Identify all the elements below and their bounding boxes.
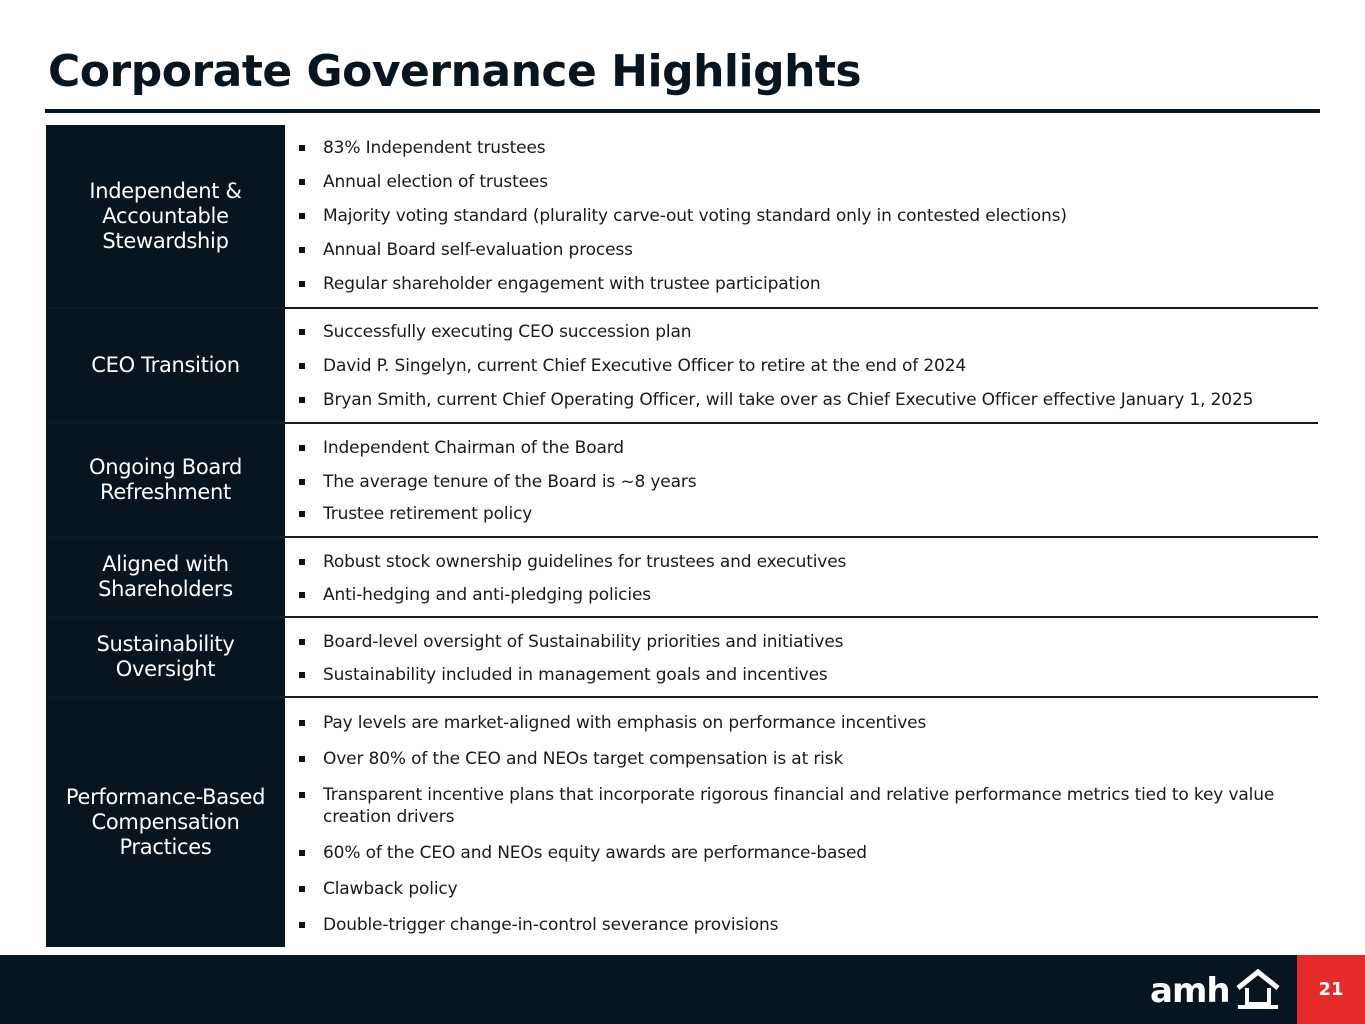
logo-text: amh bbox=[1150, 971, 1231, 1011]
section-items: Pay levels are market-aligned with empha… bbox=[285, 698, 1318, 947]
list-item: Annual Board self-evaluation process bbox=[299, 239, 1318, 261]
section-items: Successfully executing CEO succession pl… bbox=[285, 309, 1318, 422]
section-category: Independent & Accountable Stewardship bbox=[46, 125, 285, 307]
section-items: Board-level oversight of Sustainability … bbox=[285, 618, 1318, 696]
footer-bar bbox=[0, 955, 1365, 1024]
section-row: Performance-Based Compensation Practices… bbox=[46, 698, 1318, 947]
list-item: David P. Singelyn, current Chief Executi… bbox=[299, 355, 1318, 377]
section-row: CEO Transition Successfully executing CE… bbox=[46, 309, 1318, 424]
list-item: Trustee retirement policy bbox=[299, 503, 1318, 525]
section-category: CEO Transition bbox=[46, 309, 285, 422]
list-item: 83% Independent trustees bbox=[299, 137, 1318, 159]
governance-table: Independent & Accountable Stewardship 83… bbox=[46, 125, 1318, 947]
list-item: Annual election of trustees bbox=[299, 171, 1318, 193]
list-item: 60% of the CEO and NEOs equity awards ar… bbox=[299, 842, 1318, 864]
list-item: Independent Chairman of the Board bbox=[299, 437, 1318, 459]
section-row: Aligned with Shareholders Robust stock o… bbox=[46, 538, 1318, 618]
section-items: Independent Chairman of the Board The av… bbox=[285, 424, 1318, 536]
list-item: Sustainability included in management go… bbox=[299, 664, 1318, 686]
list-item: Pay levels are market-aligned with empha… bbox=[299, 712, 1318, 734]
list-item: Transparent incentive plans that incorpo… bbox=[299, 784, 1318, 828]
section-items: 83% Independent trustees Annual election… bbox=[285, 125, 1318, 307]
list-item: Board-level oversight of Sustainability … bbox=[299, 631, 1318, 653]
section-category: Performance-Based Compensation Practices bbox=[46, 698, 285, 947]
title-divider bbox=[45, 109, 1320, 113]
section-category: Sustainability Oversight bbox=[46, 618, 285, 696]
page-title: Corporate Governance Highlights bbox=[48, 46, 862, 97]
list-item: Anti-hedging and anti-pledging policies bbox=[299, 584, 1318, 606]
list-item: Bryan Smith, current Chief Operating Off… bbox=[299, 389, 1318, 411]
section-row: Sustainability Oversight Board-level ove… bbox=[46, 618, 1318, 698]
section-category: Aligned with Shareholders bbox=[46, 538, 285, 616]
section-category: Ongoing Board Refreshment bbox=[46, 424, 285, 536]
list-item: Clawback policy bbox=[299, 878, 1318, 900]
list-item: Double-trigger change-in-control severan… bbox=[299, 914, 1318, 936]
list-item: Over 80% of the CEO and NEOs target comp… bbox=[299, 748, 1318, 770]
house-icon bbox=[1236, 968, 1280, 1009]
list-item: Successfully executing CEO succession pl… bbox=[299, 321, 1318, 343]
section-items: Robust stock ownership guidelines for tr… bbox=[285, 538, 1318, 616]
section-row: Independent & Accountable Stewardship 83… bbox=[46, 125, 1318, 309]
list-item: Majority voting standard (plurality carv… bbox=[299, 205, 1318, 227]
page-number: 21 bbox=[1297, 955, 1365, 1024]
list-item: The average tenure of the Board is ~8 ye… bbox=[299, 471, 1318, 493]
list-item: Robust stock ownership guidelines for tr… bbox=[299, 551, 1318, 573]
list-item: Regular shareholder engagement with trus… bbox=[299, 273, 1318, 295]
section-row: Ongoing Board Refreshment Independent Ch… bbox=[46, 424, 1318, 538]
amh-logo: amh bbox=[1150, 968, 1280, 1016]
